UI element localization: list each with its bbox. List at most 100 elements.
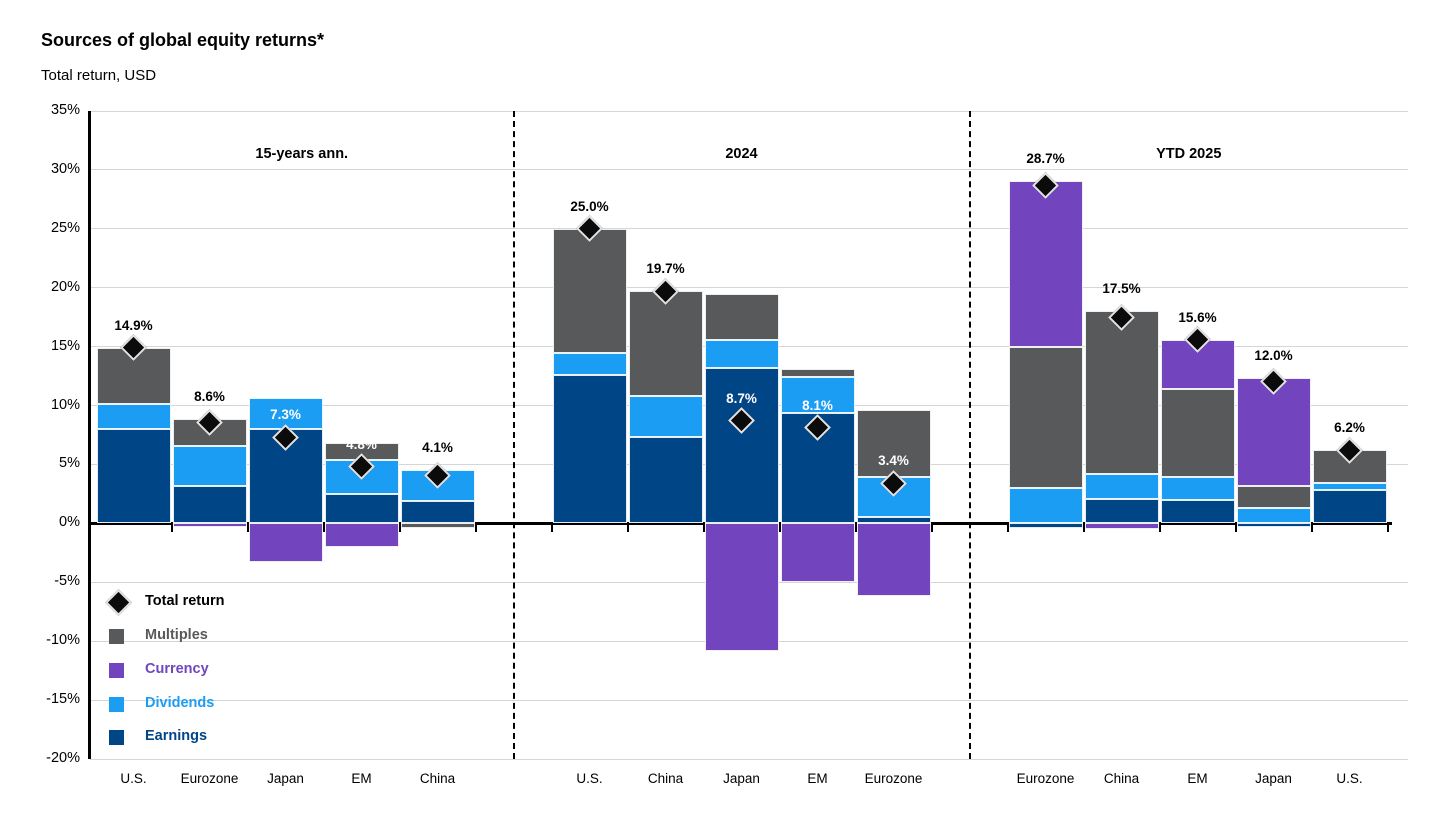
bar-segment-currency-EM [780, 523, 855, 583]
bar-segment-earnings-Eurozone [856, 517, 931, 524]
bar-segment-earnings-Japan [704, 367, 779, 524]
gridline-35 [90, 110, 1408, 112]
bar-segment-earnings-US [552, 374, 627, 524]
bar-segment-earnings-EM [324, 493, 399, 524]
bar-segment-earnings-China [628, 437, 703, 524]
bar-segment-multiples-Japan [1236, 485, 1311, 509]
bar-segment-currency-Eurozone [856, 523, 931, 597]
bar-segment-earnings-Japan [1236, 523, 1311, 527]
bar-segment-multiples-Eurozone [1008, 346, 1083, 488]
y-axis-label--15: -15% [46, 691, 80, 708]
x-axis-label-China: China [647, 771, 684, 786]
bar-segment-dividends-Eurozone [172, 445, 247, 486]
total-return-label-EM: 8.1% [802, 397, 833, 413]
bar-segment-multiples-US [552, 228, 627, 353]
bar-segment-currency-Eurozone [1008, 180, 1083, 347]
bar-segment-multiples-EM [780, 369, 855, 378]
total-return-label-US: 25.0% [570, 198, 609, 214]
x-axis-tick [1006, 524, 1009, 533]
bar-segment-dividends-Japan [704, 339, 779, 368]
x-axis-tick [246, 524, 249, 533]
x-axis-tick [398, 524, 401, 533]
gridline--15 [90, 699, 1408, 701]
legend-label-currency: Currency [145, 661, 209, 677]
x-axis-tick [778, 524, 781, 533]
y-axis-label-0: 0% [59, 514, 80, 531]
gridline--20 [90, 758, 1408, 760]
total-return-label-Japan: 8.7% [726, 390, 757, 406]
x-axis-tick [1082, 524, 1085, 533]
bar-segment-currency-Japan [704, 523, 779, 651]
legend-label-total-return: Total return [145, 593, 225, 609]
total-return-label-Eurozone: 3.4% [878, 453, 909, 469]
legend-label-multiples: Multiples [145, 627, 208, 643]
x-axis-tick [1158, 524, 1161, 533]
bar-segment-earnings-US [1312, 490, 1387, 524]
x-axis-tick [854, 524, 857, 533]
x-axis-label-Japan: Japan [267, 771, 304, 786]
bar-segment-dividends-China [628, 396, 703, 438]
x-axis-label-China: China [1103, 771, 1140, 786]
total-return-label-China: 17.5% [1102, 281, 1141, 297]
x-axis-label-China: China [419, 771, 456, 786]
total-return-label-Eurozone: 28.7% [1026, 150, 1065, 166]
x-axis-tick [1234, 524, 1237, 533]
x-axis-tick [702, 524, 705, 533]
x-axis-tick [322, 524, 325, 533]
y-axis-label--20: -20% [46, 750, 80, 766]
chart-title: Sources of global equity returns* [41, 30, 325, 50]
legend-swatch-currency [109, 662, 124, 678]
y-axis-label--5: -5% [54, 573, 80, 590]
x-axis-label-Japan: Japan [1255, 771, 1292, 786]
bar-segment-dividends-EM [780, 377, 855, 413]
panel-title-3: YTD 2025 [1156, 146, 1222, 162]
chart-subtitle: Total return, USD [41, 67, 157, 84]
x-axis-label-Eurozone: Eurozone [864, 771, 923, 786]
bar-segment-earnings-Eurozone [172, 485, 247, 524]
bar-segment-dividends-US [96, 404, 171, 430]
bar-segment-dividends-EM [1160, 477, 1235, 500]
x-axis-tick [930, 524, 933, 533]
x-axis-label-Eurozone: Eurozone [180, 771, 239, 786]
total-return-label-EM: 4.8% [346, 436, 377, 452]
y-axis-label--10: -10% [46, 632, 80, 649]
bar-segment-multiples-China [1084, 311, 1159, 474]
total-return-label-US: 14.9% [114, 317, 153, 333]
y-axis-label-20: 20% [50, 278, 80, 295]
gridline-20 [90, 287, 1408, 289]
bar-segment-currency-China [1084, 523, 1159, 530]
total-return-label-Eurozone: 8.6% [194, 388, 225, 404]
x-axis-tick [1310, 524, 1313, 533]
bar-segment-multiples-China [400, 523, 475, 529]
bar-segment-earnings-Eurozone [1008, 523, 1083, 529]
x-axis-label-US: U.S. [576, 771, 603, 786]
x-axis-tick [170, 524, 173, 533]
bar-segment-currency-EM [324, 523, 399, 547]
bar-segment-earnings-Japan [248, 429, 323, 524]
total-return-label-China: 4.1% [422, 440, 453, 456]
bar-segment-dividends-US [552, 352, 627, 375]
x-axis-label-Japan: Japan [723, 771, 760, 786]
gridline-25 [90, 228, 1408, 230]
legend-total-return-diamond-icon [105, 588, 132, 616]
x-axis-tick [550, 524, 553, 533]
bar-segment-earnings-China [1084, 498, 1159, 524]
total-return-label-EM: 15.6% [1178, 309, 1217, 325]
bar-segment-dividends-Japan [1236, 508, 1311, 524]
y-axis-label-10: 10% [50, 396, 80, 413]
x-axis-label-Eurozone: Eurozone [1016, 771, 1075, 786]
x-axis-label-US: U.S. [120, 771, 147, 786]
y-axis-label-35: 35% [50, 102, 80, 118]
x-axis-label-EM: EM [807, 771, 828, 786]
x-axis-tick [474, 524, 477, 533]
bar-segment-multiples-EM [1160, 389, 1235, 478]
panel-separator-1 [512, 111, 515, 759]
bar-segment-dividends-Eurozone [1008, 488, 1083, 524]
y-axis-label-25: 25% [50, 219, 80, 236]
bar-segment-multiples-Japan [704, 293, 779, 340]
panel-separator-2 [968, 111, 971, 759]
bar-segment-earnings-EM [1160, 499, 1235, 524]
total-return-label-Japan: 7.3% [270, 407, 301, 423]
legend-label-dividends: Dividends [145, 695, 215, 711]
